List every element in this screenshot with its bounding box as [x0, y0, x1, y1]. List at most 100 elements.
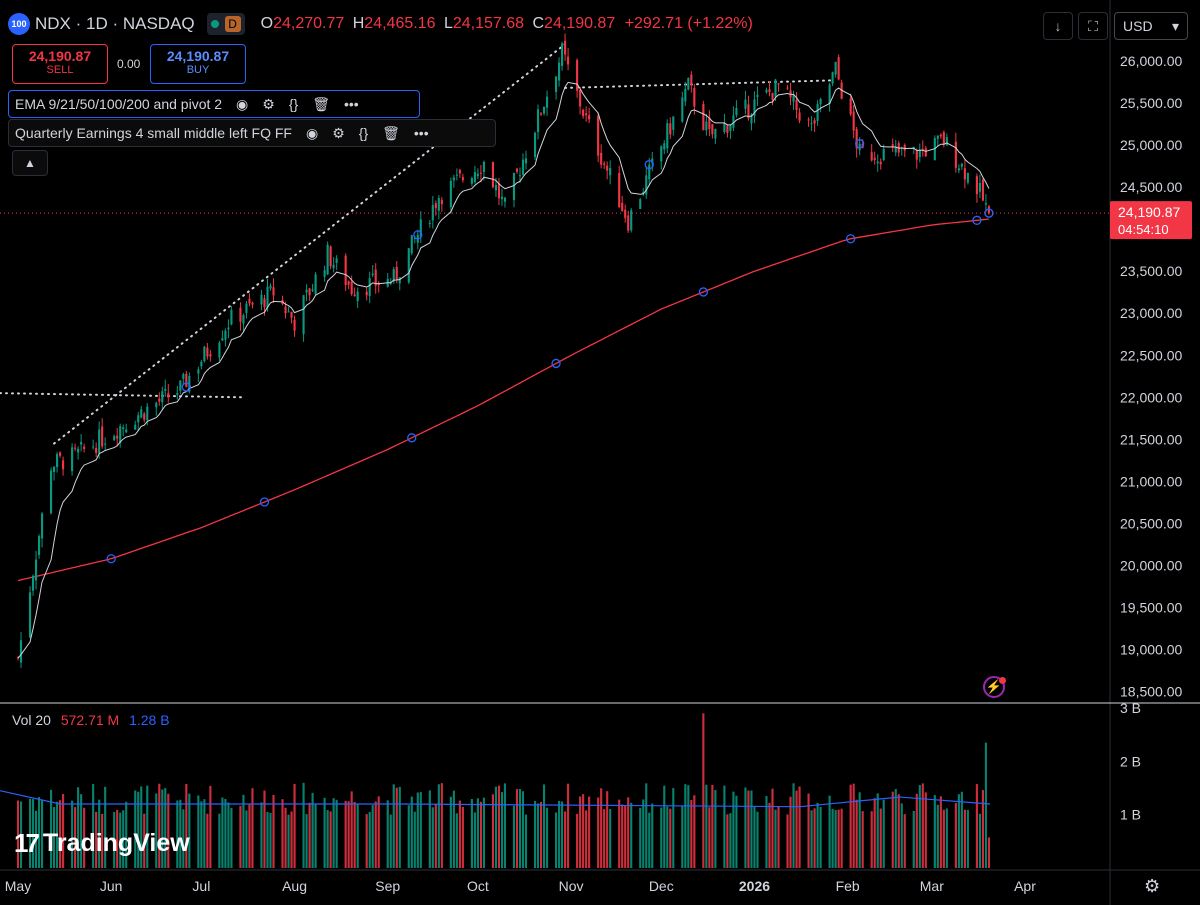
sell-button[interactable]: 24,190.87 SELL: [12, 44, 108, 84]
volume-bar: [651, 803, 654, 868]
fullscreen-icon[interactable]: ⛶: [1078, 12, 1108, 40]
volume-bar: [116, 810, 119, 868]
candle-body: [326, 244, 329, 275]
volume-bar: [122, 810, 125, 868]
volume-bar: [708, 807, 711, 868]
candle-body: [392, 269, 395, 282]
candle-body: [272, 287, 275, 296]
volume-bar: [284, 807, 287, 868]
source-code-icon[interactable]: {}: [288, 96, 299, 112]
market-status[interactable]: D: [206, 13, 245, 35]
volume-bar: [765, 796, 768, 868]
indicator-ema[interactable]: EMA 9/21/50/100/200 and pivot 2 ◉ ⚙ {} 🗑…: [8, 90, 420, 118]
volume-bar: [774, 809, 777, 868]
ndx-logo-icon: 100: [8, 13, 30, 35]
indicator-earnings[interactable]: Quarterly Earnings 4 small middle left F…: [8, 119, 496, 147]
volume-bar: [645, 783, 648, 868]
tradingview-watermark[interactable]: 17 TradingView: [14, 828, 190, 859]
volume-bar: [597, 797, 600, 868]
candle-body: [603, 163, 606, 165]
volume-ma-line: [0, 790, 991, 808]
volume-bar: [777, 806, 780, 868]
volume-bar: [476, 798, 479, 868]
volume-bar: [609, 808, 612, 868]
candle-body: [458, 169, 461, 174]
volume-bar: [603, 809, 606, 868]
volume-bar: [942, 809, 945, 868]
candle-body: [729, 124, 732, 131]
volume-bar: [669, 808, 672, 868]
candle-body: [395, 266, 398, 280]
more-icon[interactable]: •••: [343, 96, 359, 112]
volume-bar: [960, 791, 963, 868]
candle-body: [119, 426, 122, 444]
candle-body: [323, 270, 326, 277]
eye-icon[interactable]: ◉: [236, 95, 249, 112]
price-tick-label: 19,000.00: [1120, 642, 1182, 658]
source-code-icon[interactable]: {}: [358, 125, 369, 141]
candlestick-series: [16, 33, 990, 668]
lightning-icon[interactable]: ⚡: [983, 676, 1005, 698]
candle-body: [179, 380, 182, 391]
candle-body: [768, 89, 771, 93]
trash-icon[interactable]: 🗑: [382, 124, 400, 141]
candle-body: [287, 311, 290, 313]
ema-marker: [698, 287, 709, 297]
candle-body: [714, 128, 717, 139]
candle-body: [116, 435, 119, 439]
volume-bar: [882, 799, 885, 868]
volume-bar: [59, 800, 62, 868]
candle-body: [515, 168, 519, 172]
chevron-up-icon[interactable]: ▲: [12, 150, 48, 176]
candle-body: [74, 447, 77, 449]
volume-bar: [819, 807, 822, 868]
currency-select[interactable]: USD ▾: [1114, 12, 1188, 40]
candle-body: [182, 373, 185, 379]
volume-bar: [642, 799, 645, 868]
volume-bar: [440, 783, 443, 868]
buy-button[interactable]: 24,190.87 BUY: [150, 44, 246, 84]
candle-body: [963, 168, 966, 180]
more-icon[interactable]: •••: [413, 125, 429, 141]
trash-icon[interactable]: 🗑: [312, 95, 330, 112]
candle-body: [137, 415, 140, 423]
low-key: L: [443, 15, 453, 32]
candle-body: [28, 592, 32, 638]
candle-body: [579, 89, 582, 107]
candle-body: [711, 124, 714, 135]
volume-bar: [413, 811, 416, 868]
candle-body: [753, 99, 756, 117]
candle-body: [176, 393, 179, 395]
candle-body: [585, 113, 588, 116]
gear-icon[interactable]: ⚙: [1144, 876, 1161, 896]
arrow-down-icon[interactable]: ↓: [1043, 12, 1073, 40]
volume-bar: [398, 786, 401, 868]
volume-bar: [891, 791, 894, 868]
sell-label: SELL: [46, 64, 74, 76]
volume-legend[interactable]: Vol 20 572.71 M 1.28 B: [12, 712, 170, 728]
candle-body: [939, 134, 942, 137]
candle-body: [645, 175, 648, 195]
candle-body: [618, 172, 621, 208]
volume-bar: [482, 797, 485, 868]
candle-body: [329, 246, 332, 267]
volume-bar: [356, 804, 359, 868]
volume-bar: [248, 803, 251, 868]
volume-bar: [269, 813, 272, 868]
interval-badge: D: [224, 16, 241, 32]
settings-icon[interactable]: ⚙: [262, 95, 275, 112]
volume-bar: [224, 798, 227, 868]
candle-body: [248, 298, 251, 304]
symbol-header[interactable]: 100 NDX · 1D · NASDAQ D O24,270.77 H24,4…: [8, 12, 753, 36]
volume-bar: [687, 785, 690, 868]
eye-icon[interactable]: ◉: [305, 124, 319, 141]
symbol-title[interactable]: NDX · 1D · NASDAQ: [35, 14, 195, 33]
volume-bar: [185, 783, 188, 868]
volume-bar: [410, 796, 413, 868]
settings-icon[interactable]: ⚙: [332, 124, 345, 141]
candle-body: [627, 215, 630, 231]
candle-body: [314, 274, 317, 295]
ema-200-line: [17, 218, 989, 582]
